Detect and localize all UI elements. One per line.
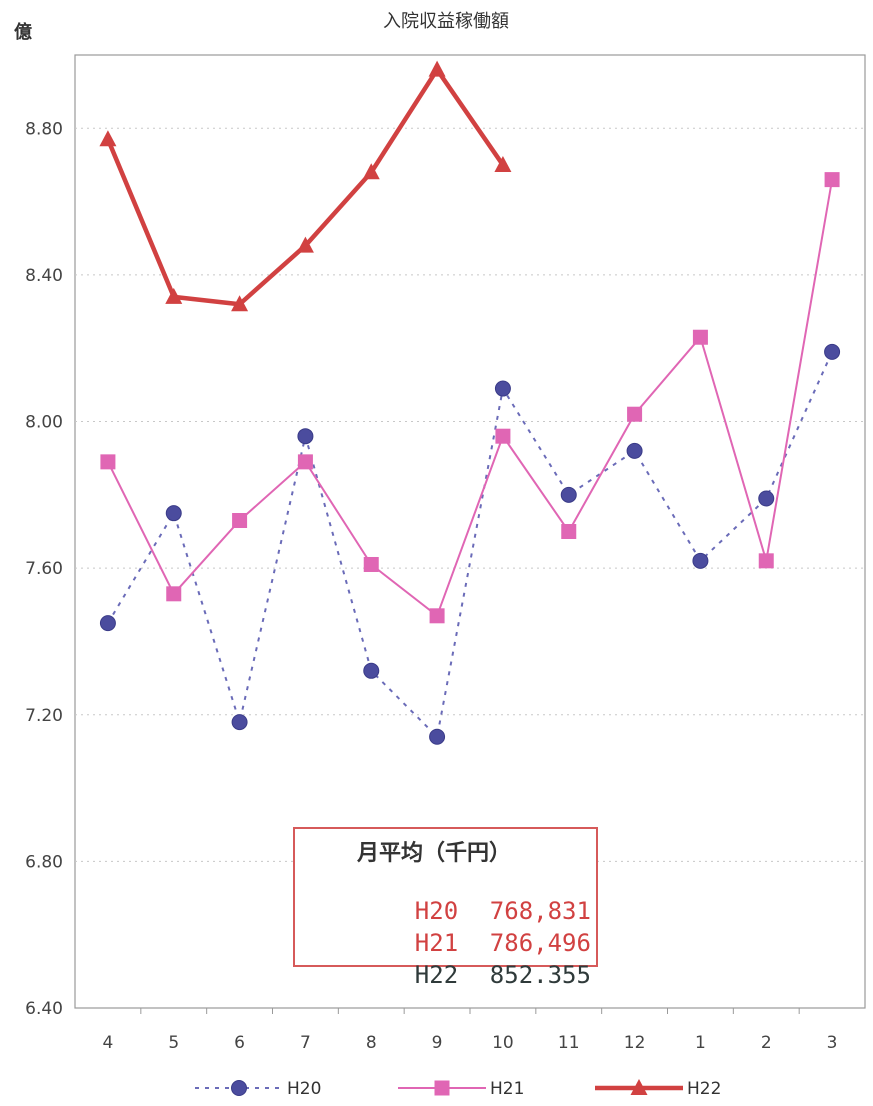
data-point-h21 (627, 406, 643, 422)
y-tick-label: 6.40 (25, 999, 63, 1019)
legend-label-h20: H20 (287, 1079, 321, 1099)
data-point-h22 (494, 155, 512, 172)
legend-marker-h21 (434, 1080, 450, 1096)
data-point-h21 (561, 524, 577, 539)
data-point-h21 (232, 513, 248, 529)
data-point-h21 (166, 586, 182, 602)
data-point-h21 (758, 553, 774, 569)
x-tick-label: 10 (492, 1033, 514, 1053)
data-point-h21 (100, 454, 116, 470)
monthly-average-box: 月平均（千円） H20 768,831 H21 786,496 H22 852.355 (293, 827, 598, 989)
y-tick-label: 7.60 (25, 559, 63, 579)
average-label-h22: H22 (414, 961, 459, 989)
average-value-h21: 786,496 (489, 929, 591, 957)
x-tick-label: 8 (366, 1033, 377, 1053)
data-point-h20 (429, 728, 446, 745)
y-unit-label: 億 (14, 21, 32, 43)
legend-label-h21: H21 (490, 1079, 524, 1099)
legend-marker-h22 (630, 1079, 648, 1095)
data-point-h20 (692, 552, 709, 569)
y-tick-label: 8.80 (25, 119, 63, 139)
x-tick-label: 5 (168, 1033, 179, 1053)
y-tick-label: 7.20 (25, 706, 63, 726)
average-label-h20: H20 (414, 897, 459, 925)
average-box-title: 月平均（千円） (357, 841, 512, 866)
average-value-h22: 852.355 (489, 961, 591, 989)
data-point-h22 (165, 287, 183, 304)
data-point-h20 (297, 428, 314, 445)
y-tick-label: 8.40 (25, 266, 63, 286)
series-line-h20 (107, 351, 833, 739)
data-point-h22 (99, 130, 117, 147)
series-line-h22 (105, 67, 505, 307)
data-point-h21 (429, 608, 445, 624)
chart-title: 入院収益稼働額 (383, 11, 509, 32)
data-point-h20 (560, 486, 577, 503)
x-tick-label: 7 (300, 1033, 311, 1053)
x-tick-label: 9 (432, 1033, 443, 1053)
data-point-h21 (824, 172, 840, 188)
data-point-h21 (363, 556, 379, 572)
average-row-h20: H20 768,831 (357, 869, 591, 953)
data-point-h20 (494, 380, 511, 397)
data-point-h22 (231, 295, 249, 312)
data-point-h22 (296, 236, 314, 253)
data-point-h21 (495, 428, 511, 444)
data-point-h22 (428, 60, 446, 77)
data-point-h20 (363, 662, 380, 679)
x-tick-label: 1 (695, 1033, 706, 1053)
data-point-h20 (758, 490, 775, 507)
legend: H20 H21 H22 (195, 1079, 721, 1099)
plot-area: 6.406.807.207.608.008.408.804 5 6 7 8 9 10 11 12… (25, 54, 866, 1053)
x-tick-label: 11 (558, 1033, 580, 1053)
data-point-h20 (231, 714, 248, 731)
data-point-h20 (165, 505, 182, 522)
average-row-h22: H22 852.355 (357, 933, 591, 1017)
data-point-h20 (824, 343, 841, 360)
x-tick-label: 4 (103, 1033, 114, 1053)
average-label-h21: H21 (414, 929, 459, 957)
y-tick-label: 8.00 (25, 413, 63, 433)
legend-label-h22: H22 (687, 1079, 721, 1099)
data-point-h20 (626, 442, 643, 459)
x-tick-label: 6 (234, 1033, 245, 1053)
data-point-h21 (297, 454, 313, 470)
x-tick-label: 3 (827, 1033, 838, 1053)
x-tick-label: 2 (761, 1033, 772, 1053)
average-value-h20: 768,831 (489, 897, 591, 925)
average-row-h21: H21 786,496 (357, 901, 591, 985)
data-point-h22 (362, 163, 380, 180)
x-tick-label: 12 (624, 1033, 646, 1053)
legend-marker-h20 (231, 1080, 247, 1096)
data-point-h20 (99, 615, 116, 632)
y-tick-label: 6.80 (25, 852, 63, 872)
series-line-h21 (107, 179, 834, 618)
data-point-h21 (692, 329, 708, 345)
